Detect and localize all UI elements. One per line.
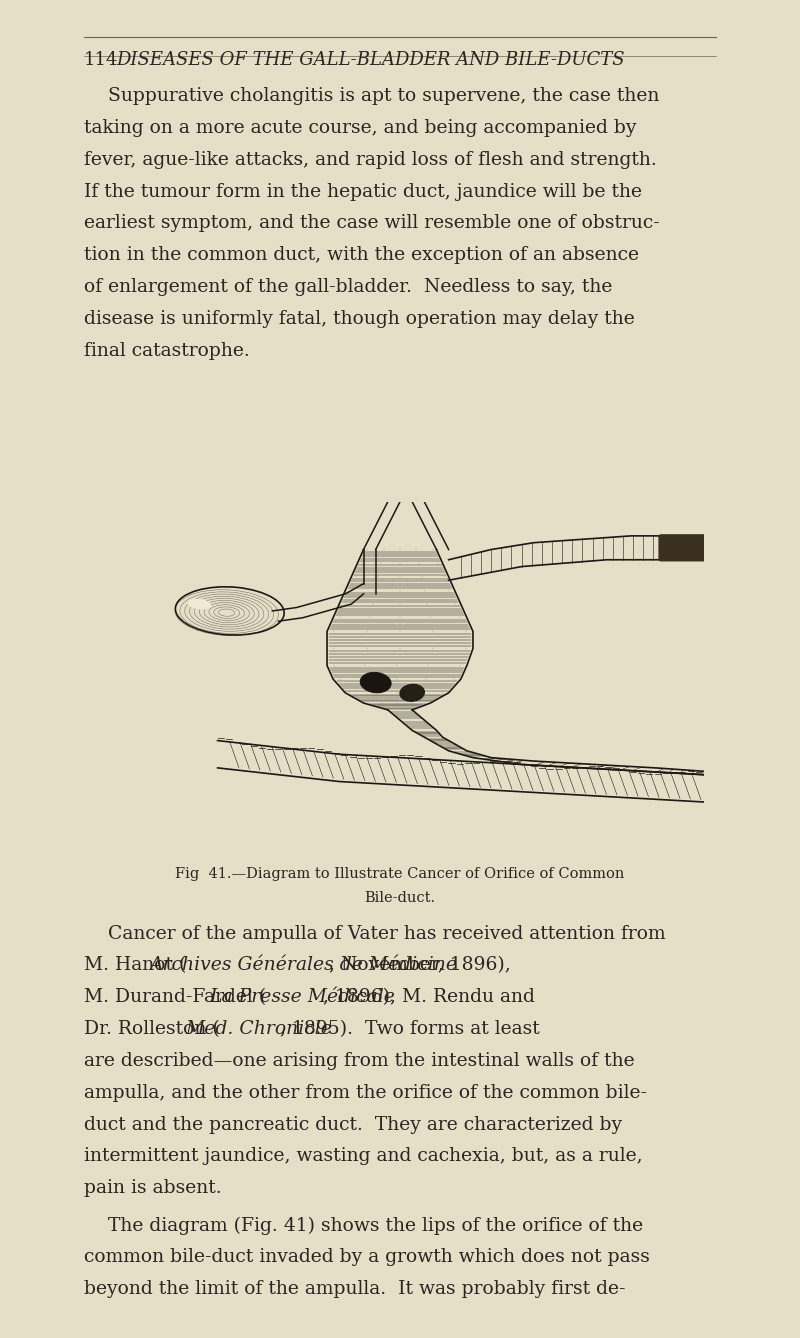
Text: Archives Générales de Médicine: Archives Générales de Médicine — [150, 957, 458, 974]
Text: DISEASES OF THE GALL-BLADDER AND BILE-DUCTS: DISEASES OF THE GALL-BLADDER AND BILE-DU… — [116, 51, 625, 68]
Text: of enlargement of the gall-bladder.  Needless to say, the: of enlargement of the gall-bladder. Need… — [84, 278, 612, 296]
Text: La Presse Médicale: La Presse Médicale — [210, 989, 395, 1006]
Text: Suppurative cholangitis is apt to supervene, the case then: Suppurative cholangitis is apt to superv… — [108, 87, 659, 104]
FancyBboxPatch shape — [658, 534, 707, 562]
Text: 114: 114 — [84, 51, 118, 68]
Text: , 1895).  Two forms at least: , 1895). Two forms at least — [280, 1020, 540, 1038]
Text: Cancer of the ampulla of Vater has received attention from: Cancer of the ampulla of Vater has recei… — [108, 925, 666, 942]
Text: , November, 1896),: , November, 1896), — [329, 957, 510, 974]
Text: duct and the pancreatic duct.  They are characterized by: duct and the pancreatic duct. They are c… — [84, 1116, 622, 1133]
Text: tion in the common duct, with the exception of an absence: tion in the common duct, with the except… — [84, 246, 639, 264]
Text: , 1896), M. Rendu and: , 1896), M. Rendu and — [323, 989, 535, 1006]
Text: fever, ague-like attacks, and rapid loss of flesh and strength.: fever, ague-like attacks, and rapid loss… — [84, 151, 657, 169]
Text: taking on a more acute course, and being accompanied by: taking on a more acute course, and being… — [84, 119, 637, 136]
Text: Dr. Rolleston (: Dr. Rolleston ( — [84, 1020, 220, 1038]
Text: disease is uniformly fatal, though operation may delay the: disease is uniformly fatal, though opera… — [84, 310, 634, 328]
Text: ampulla, and the other from the orifice of the common bile-: ampulla, and the other from the orifice … — [84, 1084, 647, 1101]
Ellipse shape — [360, 673, 391, 693]
Text: beyond the limit of the ampulla.  It was probably first de-: beyond the limit of the ampulla. It was … — [84, 1280, 626, 1298]
Ellipse shape — [400, 684, 425, 701]
Ellipse shape — [187, 599, 211, 609]
Text: Med. Chronicle: Med. Chronicle — [186, 1020, 333, 1038]
Text: intermittent jaundice, wasting and cachexia, but, as a rule,: intermittent jaundice, wasting and cache… — [84, 1148, 642, 1165]
Text: M. Durand-Fardel (: M. Durand-Fardel ( — [84, 989, 266, 1006]
Text: Fig  41.—Diagram to Illustrate Cancer of Orifice of Common: Fig 41.—Diagram to Illustrate Cancer of … — [175, 867, 625, 880]
Text: If the tumour form in the hepatic duct, jaundice will be the: If the tumour form in the hepatic duct, … — [84, 182, 642, 201]
Text: Bile-duct.: Bile-duct. — [365, 891, 435, 904]
Text: earliest symptom, and the case will resemble one of obstruc-: earliest symptom, and the case will rese… — [84, 214, 660, 233]
Text: common bile-duct invaded by a growth which does not pass: common bile-duct invaded by a growth whi… — [84, 1248, 650, 1266]
Text: are described—one arising from the intestinal walls of the: are described—one arising from the intes… — [84, 1052, 634, 1070]
Text: final catastrophe.: final catastrophe. — [84, 341, 250, 360]
Text: The diagram (Fig. 41) shows the lips of the orifice of the: The diagram (Fig. 41) shows the lips of … — [108, 1216, 643, 1235]
Text: M. Hanot (: M. Hanot ( — [84, 957, 186, 974]
Text: pain is absent.: pain is absent. — [84, 1179, 222, 1198]
